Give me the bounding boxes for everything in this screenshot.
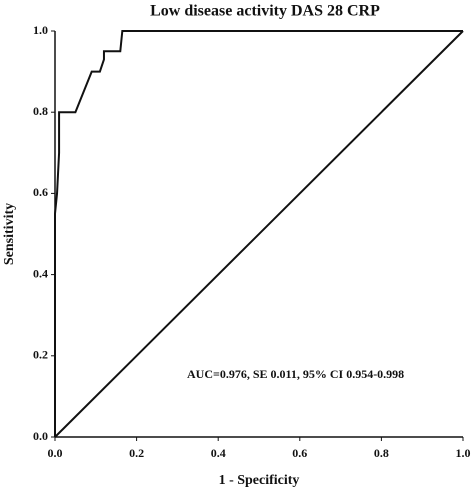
x-tick-label: 0.8 (374, 446, 389, 460)
y-tick-label: 0.6 (33, 185, 48, 199)
x-tick-label: 0.6 (292, 446, 307, 460)
x-tick-label: 1.0 (456, 446, 471, 460)
y-tick-label: 0.4 (33, 266, 48, 280)
x-tick-label: 0.2 (129, 446, 144, 460)
x-tick-label: 0.0 (48, 446, 63, 460)
x-tick-label: 0.4 (211, 446, 226, 460)
annotation: AUC=0.976, SE 0.011, 95% CI 0.954-0.998 (187, 367, 404, 381)
roc-line (54, 30, 464, 438)
y-tick-label: 0.2 (33, 348, 48, 362)
x-axis-label: 1 - Specificity (219, 473, 300, 488)
y-tick-label: 1.0 (33, 23, 48, 37)
y-tick-label: 0.8 (33, 104, 48, 118)
roc-line (54, 30, 463, 437)
y-tick-label: 0.0 (33, 429, 48, 443)
y-axis-label: Sensitivity (2, 203, 17, 265)
chart-title: Low disease activity DAS 28 CRP (150, 3, 380, 20)
